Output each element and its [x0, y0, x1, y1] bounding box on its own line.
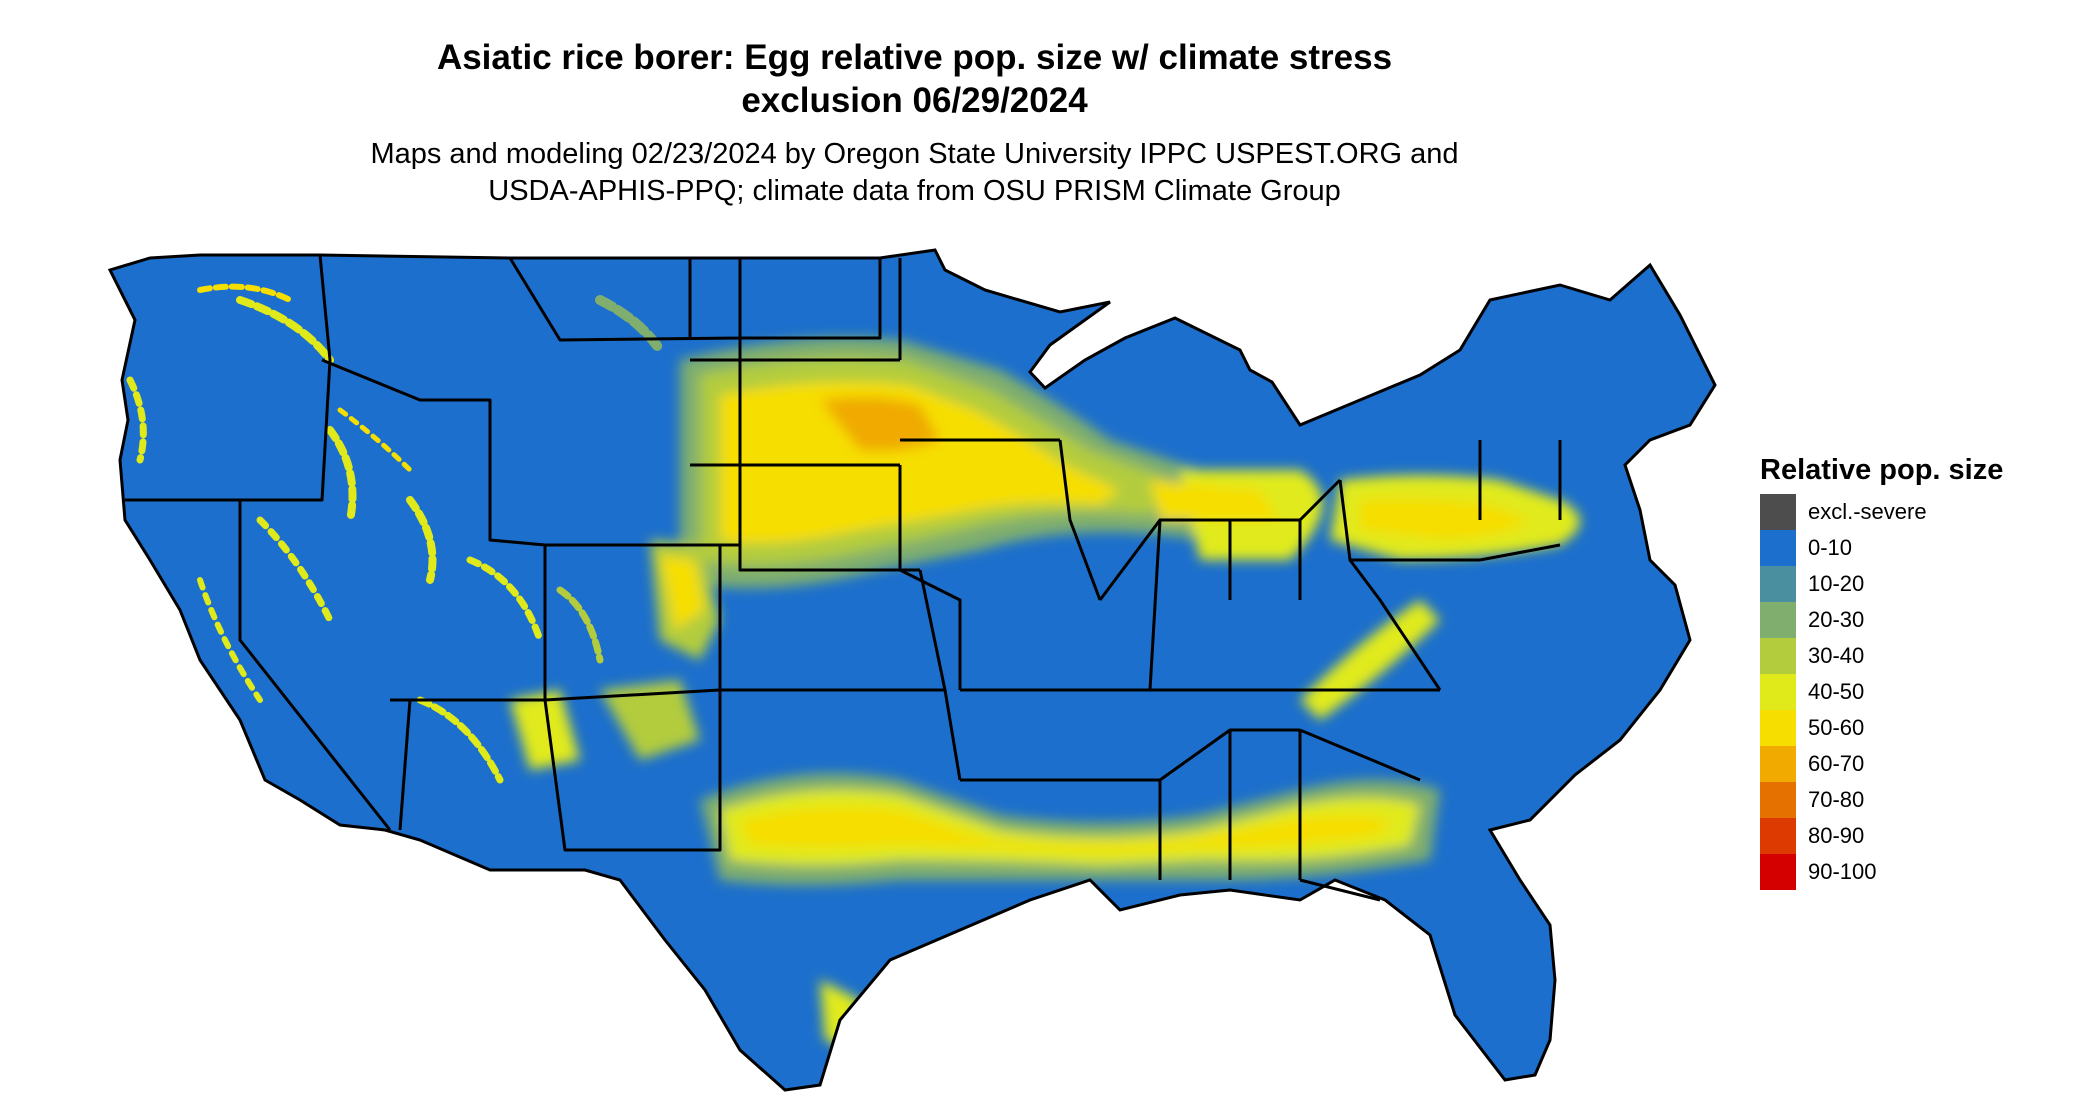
legend-swatch [1760, 854, 1796, 890]
legend-label: excl.-severe [1808, 499, 1927, 524]
legend-swatch [1760, 782, 1796, 818]
legend-label: 30-40 [1808, 643, 1865, 668]
legend-item: 40-50 [1760, 674, 2003, 710]
legend-item: 30-40 [1760, 638, 2003, 674]
legend-swatch [1760, 710, 1796, 746]
legend-label: 0-10 [1808, 535, 1853, 560]
legend-item: 50-60 [1760, 710, 2003, 746]
legend-item: 20-30 [1760, 602, 2003, 638]
legend-swatch [1760, 674, 1796, 710]
legend-swatch [1760, 530, 1796, 566]
legend-label: 90-100 [1808, 859, 1877, 884]
legend-item: 90-100 [1760, 854, 2003, 890]
suitability-bands [510, 337, 1580, 1050]
legend-label: 80-90 [1808, 823, 1865, 848]
legend: Relative pop. size excl.-severe 0-10 10-20… [1760, 452, 2003, 890]
legend-item: 60-70 [1760, 746, 2003, 782]
legend-label: 20-30 [1808, 607, 1865, 632]
legend-swatch [1760, 494, 1796, 530]
legend-swatch [1760, 818, 1796, 854]
map-title-line-1: Asiatic rice borer: Egg relative pop. si… [436, 38, 1393, 77]
legend-title: Relative pop. size [1760, 454, 2004, 486]
legend-label: 40-50 [1808, 679, 1865, 704]
legend-item: excl.-severe [1760, 494, 2003, 530]
map-subtitle-line-1: Maps and modeling 02/23/2024 by Oregon S… [370, 138, 1459, 170]
legend-label: 50-60 [1808, 715, 1865, 740]
legend-item: 10-20 [1760, 566, 2003, 602]
legend-label: 10-20 [1808, 571, 1865, 596]
legend-label: 70-80 [1808, 787, 1865, 812]
legend-swatch [1760, 638, 1796, 674]
legend-item: 70-80 [1760, 782, 2003, 818]
western-ridges [126, 283, 665, 784]
map-subtitle-line-2: USDA-APHIS-PPQ; climate data from OSU PR… [488, 175, 1341, 207]
legend-label: 60-70 [1808, 751, 1865, 776]
legend-swatch [1760, 602, 1796, 638]
legend-item: 0-10 [1760, 530, 2003, 566]
legend-swatch [1760, 746, 1796, 782]
legend-rows: excl.-severe 0-10 10-20 20-30 30-40 40-50 50-6… [1760, 494, 2003, 890]
legend-item: 80-90 [1760, 818, 2003, 854]
state-borders [125, 254, 1562, 902]
map-title-line-2: exclusion 06/29/2024 [741, 81, 1088, 120]
legend-swatch [1760, 566, 1796, 602]
